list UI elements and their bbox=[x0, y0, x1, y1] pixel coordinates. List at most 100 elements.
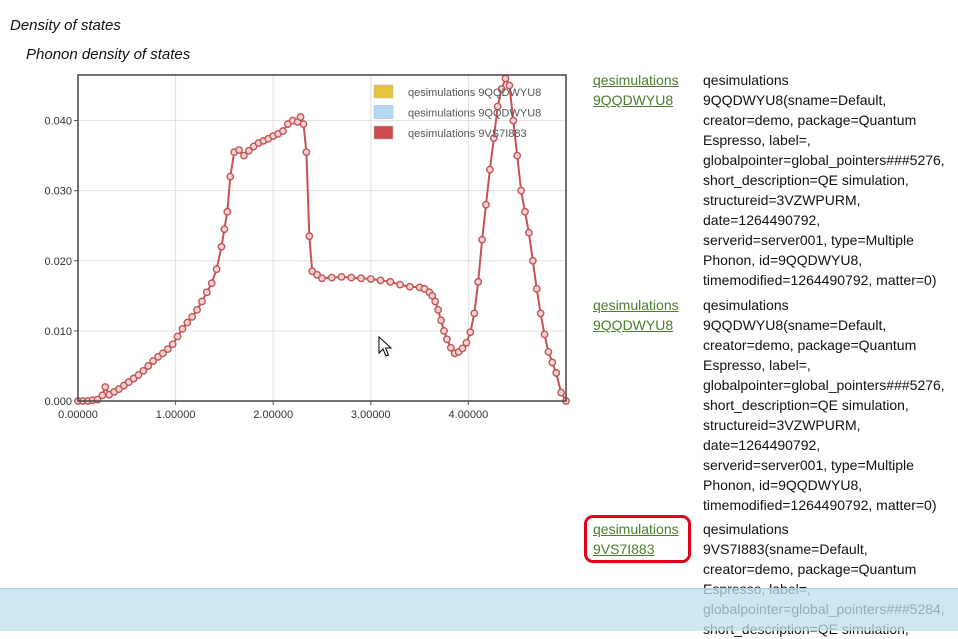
data-point bbox=[540, 330, 549, 339]
data-point bbox=[296, 113, 305, 121]
data-point bbox=[474, 277, 483, 286]
x-tick-label: 1.00000 bbox=[156, 409, 196, 421]
data-point bbox=[493, 102, 502, 111]
data-point bbox=[240, 151, 248, 160]
y-tick-label: 0.000 bbox=[44, 396, 72, 408]
y-tick-label: 0.040 bbox=[44, 116, 72, 128]
data-point bbox=[202, 288, 211, 297]
data-point bbox=[144, 362, 153, 370]
mouse-cursor-icon bbox=[378, 336, 393, 357]
data-point bbox=[478, 235, 486, 244]
data-point bbox=[431, 297, 440, 306]
data-point bbox=[485, 165, 494, 174]
data-point bbox=[305, 232, 314, 241]
data-point bbox=[198, 297, 206, 306]
data-point bbox=[557, 388, 566, 397]
legend-label: qesimulations 9QQDWYU8 bbox=[408, 87, 541, 99]
data-point bbox=[149, 357, 158, 365]
data-point bbox=[532, 284, 541, 293]
data-point bbox=[446, 343, 455, 352]
data-point bbox=[366, 275, 375, 283]
data-point bbox=[521, 207, 529, 216]
data-point bbox=[299, 120, 308, 128]
data-point bbox=[327, 273, 336, 282]
data-point bbox=[98, 391, 107, 400]
data-point bbox=[517, 186, 526, 195]
data-point bbox=[489, 134, 498, 142]
simulation-link[interactable]: qesimulations 9QQDWYU8 bbox=[593, 297, 679, 333]
y-tick-label: 0.020 bbox=[44, 256, 72, 268]
simulation-link[interactable]: qesimulations 9QQDWYU8 bbox=[593, 72, 679, 108]
plot-area bbox=[78, 75, 566, 401]
data-point bbox=[462, 338, 471, 347]
data-point bbox=[443, 335, 451, 344]
data-point bbox=[396, 280, 404, 289]
data-point bbox=[302, 148, 311, 157]
data-point bbox=[279, 127, 287, 135]
data-point bbox=[536, 309, 545, 318]
data-point bbox=[159, 349, 167, 358]
highlight-annotation bbox=[584, 515, 691, 563]
data-point bbox=[386, 277, 395, 286]
legend-label: qesimulations 9VS7I883 bbox=[408, 128, 527, 140]
data-point bbox=[528, 256, 537, 265]
data-point bbox=[376, 276, 385, 285]
data-point bbox=[235, 146, 243, 154]
data-point bbox=[482, 200, 490, 209]
dos-chart: 0.00000 1.00000 2.00000 3.00000 4.00000 0.000… bbox=[44, 74, 570, 421]
data-point bbox=[440, 326, 448, 335]
data-point bbox=[501, 74, 510, 83]
data-point bbox=[347, 273, 356, 282]
page-title: Density of states bbox=[10, 17, 121, 34]
data-point bbox=[178, 324, 187, 333]
data-point bbox=[548, 358, 557, 367]
data-point bbox=[544, 348, 553, 356]
x-tick-label: 4.00000 bbox=[449, 409, 489, 421]
data-point bbox=[226, 172, 235, 181]
data-point bbox=[188, 312, 197, 321]
data-point bbox=[101, 383, 110, 391]
data-point bbox=[525, 228, 533, 237]
data-point bbox=[220, 225, 229, 234]
data-point bbox=[139, 366, 148, 375]
chart-title: Phonon density of states bbox=[26, 46, 191, 63]
data-point bbox=[458, 344, 467, 353]
data-point bbox=[217, 242, 226, 251]
data-point bbox=[207, 279, 216, 288]
plot-frame bbox=[77, 74, 567, 402]
data-point bbox=[434, 305, 443, 314]
legend-swatch bbox=[373, 105, 394, 119]
data-point bbox=[193, 305, 201, 314]
simulation-description: qesimulations 9QQDWYU8(sname=Default, cr… bbox=[703, 72, 945, 288]
data-point bbox=[466, 328, 475, 337]
data-point bbox=[318, 274, 326, 283]
footer-band bbox=[0, 588, 958, 631]
data-point bbox=[168, 340, 177, 349]
y-tick-label: 0.030 bbox=[44, 186, 72, 198]
data-point bbox=[212, 265, 221, 274]
y-tick-label: 0.010 bbox=[44, 326, 72, 338]
data-point bbox=[244, 146, 253, 155]
data-point bbox=[163, 345, 172, 354]
data-point bbox=[223, 207, 232, 216]
legend-swatch bbox=[373, 125, 394, 140]
data-point bbox=[470, 309, 479, 318]
data-point bbox=[357, 274, 365, 283]
data-point bbox=[552, 369, 561, 377]
x-tick-label: 0.00000 bbox=[58, 409, 98, 421]
legend-label: qesimulations 9QQDWYU8 bbox=[408, 108, 541, 120]
data-point bbox=[405, 282, 414, 291]
x-tick-label: 2.00000 bbox=[253, 409, 293, 421]
simulation-description: qesimulations 9QQDWYU8(sname=Default, cr… bbox=[703, 297, 945, 513]
data-point bbox=[337, 273, 346, 281]
data-point bbox=[505, 81, 514, 90]
data-point bbox=[437, 316, 445, 325]
data-point bbox=[183, 318, 192, 327]
x-tick-label: 3.00000 bbox=[351, 409, 391, 421]
data-point bbox=[509, 116, 518, 125]
legend-swatch bbox=[373, 84, 394, 99]
simulation-link[interactable]: qesimulations 9VS7I883 bbox=[593, 521, 679, 557]
data-point bbox=[497, 85, 506, 93]
data-point bbox=[173, 332, 182, 341]
data-point bbox=[513, 151, 522, 160]
